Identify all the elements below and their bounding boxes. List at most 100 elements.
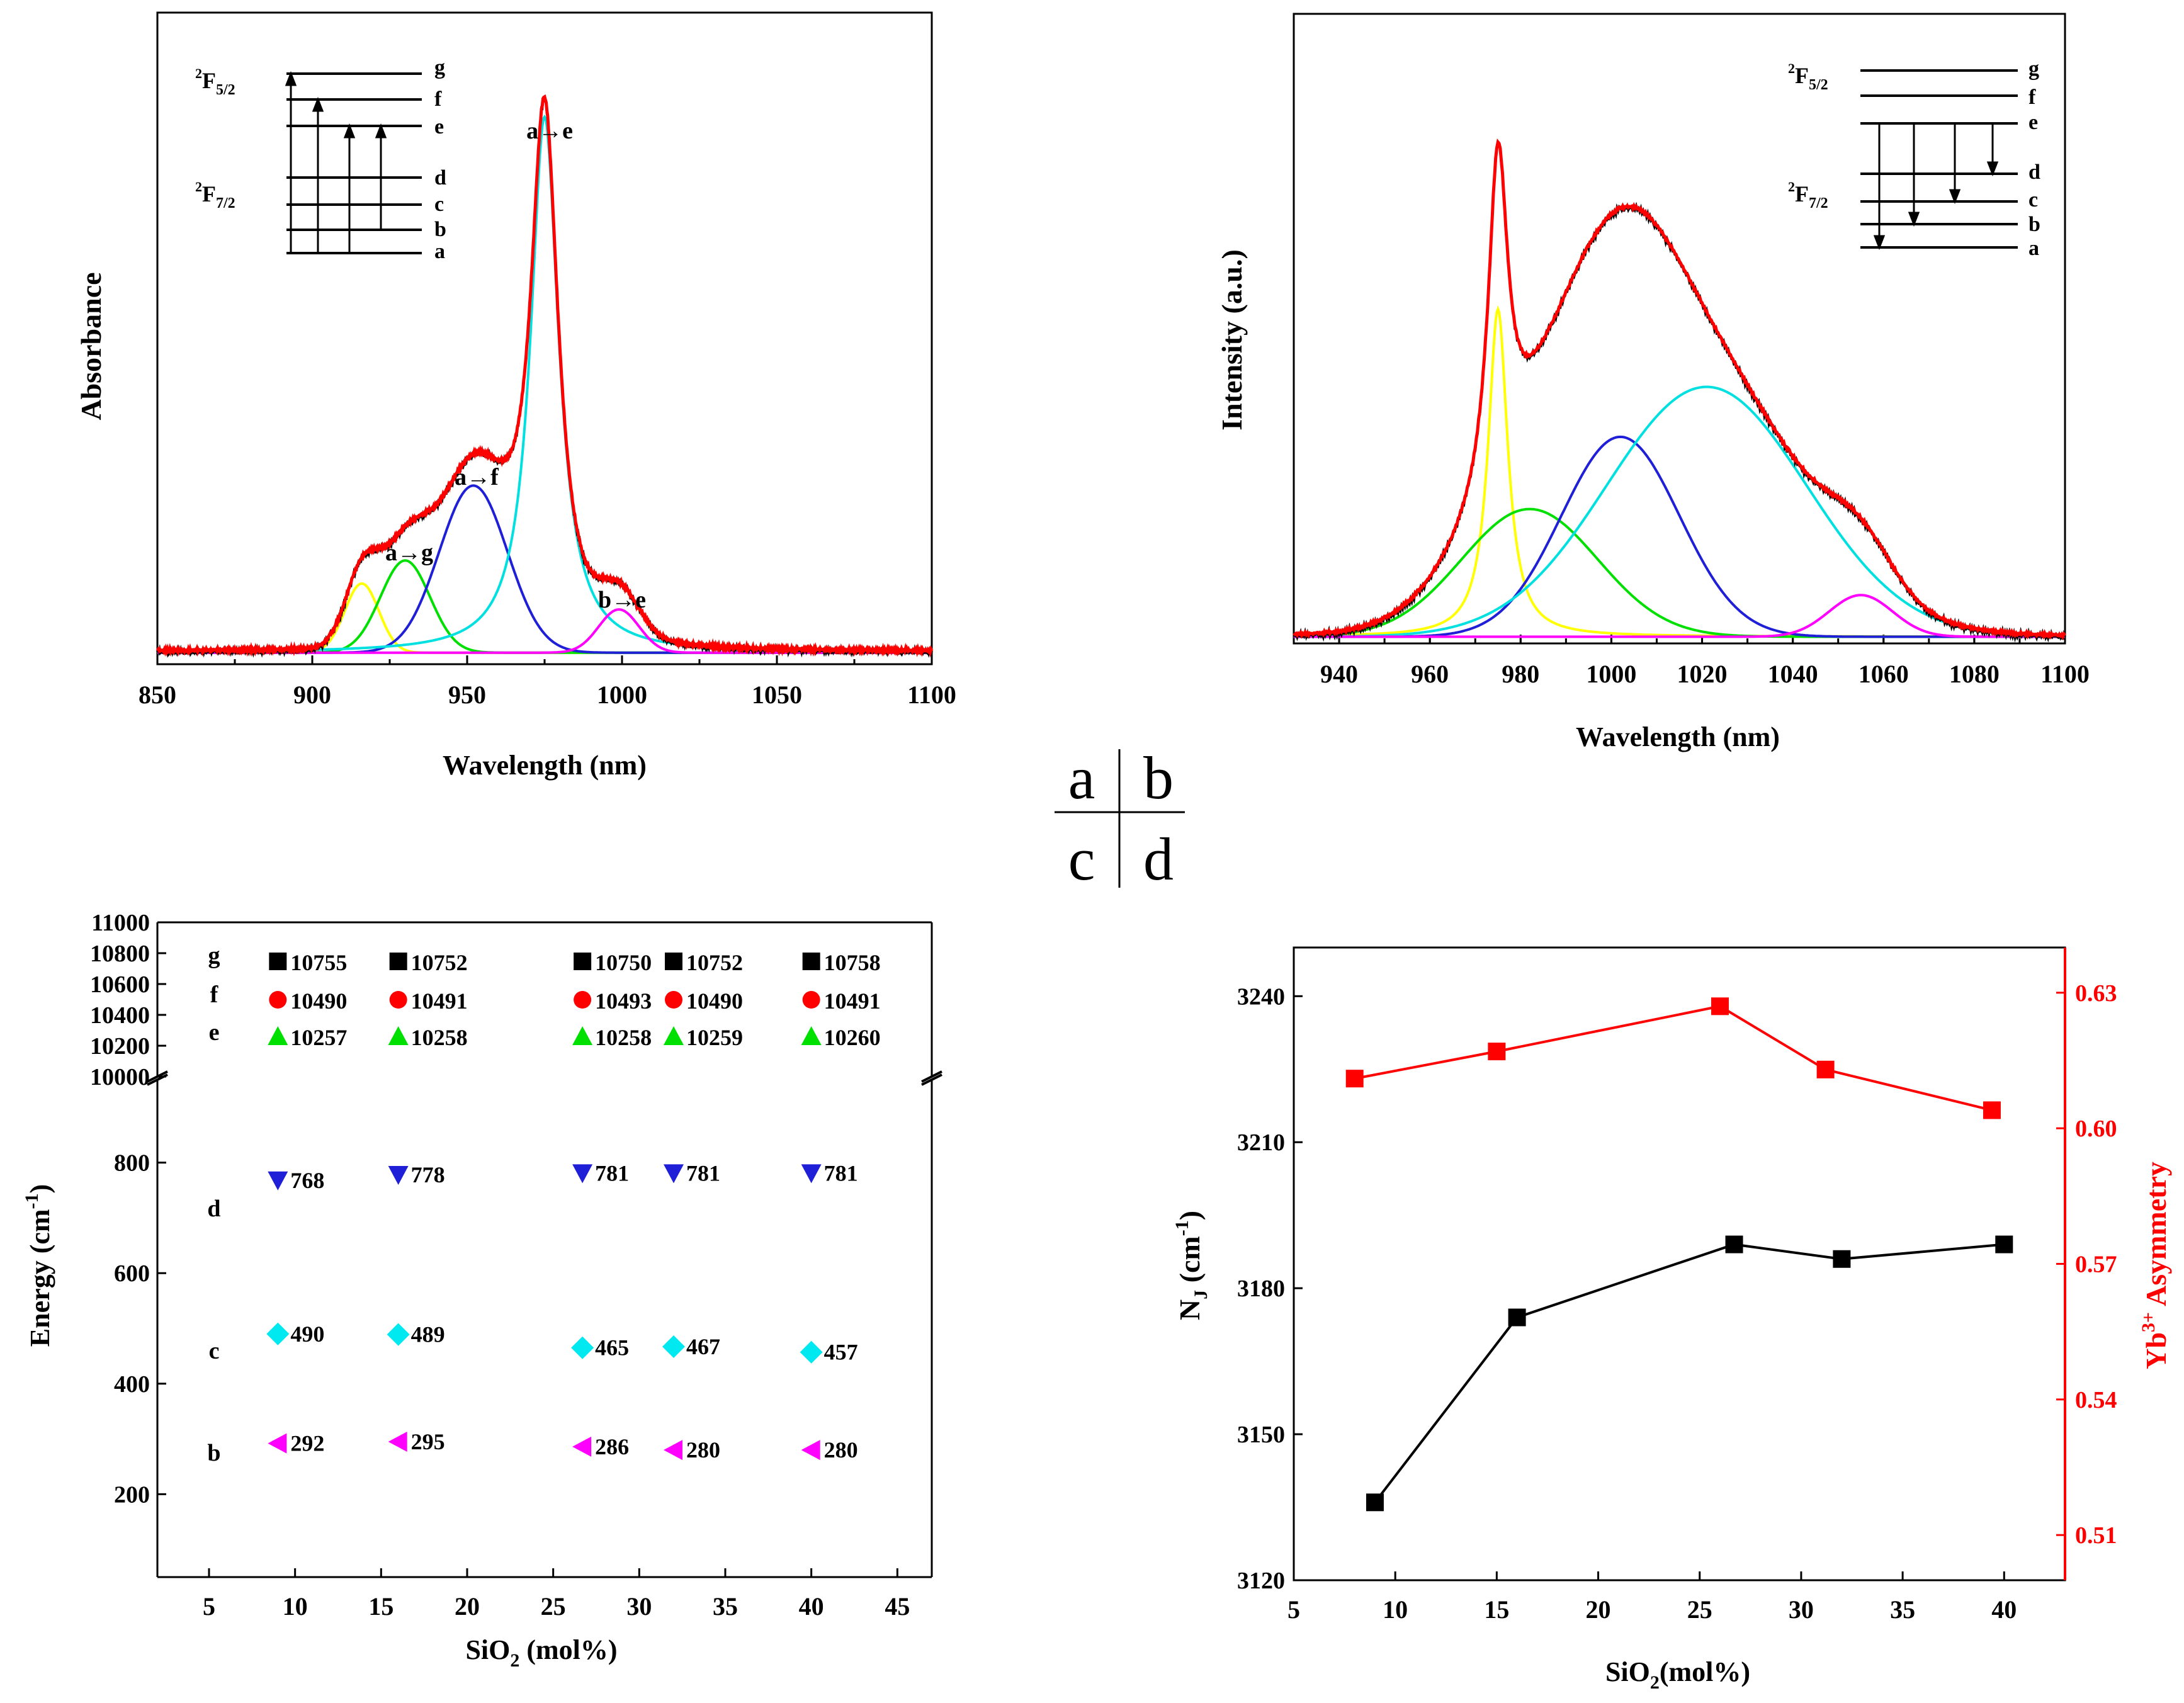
x-tick-label: 1020	[1677, 660, 1728, 688]
x-tick-label: 5	[203, 1592, 215, 1621]
panel-b-y-label: Intensity (a.u.)	[1216, 249, 1248, 431]
panel-c-level-g: g	[208, 942, 220, 969]
panel-d-x-label: SiO2(mol%)	[1605, 1656, 1750, 1693]
point-value-label: 467	[686, 1334, 720, 1359]
point-value-label: 286	[595, 1434, 629, 1459]
y-left-tick-label: 3240	[1237, 983, 1285, 1010]
marker-triangle-left	[664, 1440, 682, 1461]
annot-b-e: b→e	[598, 587, 646, 613]
marker-diamond	[387, 1323, 410, 1346]
x-tick-label: 1040	[1768, 660, 1818, 688]
point-value-label: 768	[290, 1168, 324, 1193]
component-curve-blue	[1294, 435, 2065, 638]
panel-b-frame	[1293, 13, 2066, 645]
series-point-nj	[1995, 1235, 2013, 1253]
panel-c-level-c: c	[209, 1338, 220, 1364]
arrow-head	[312, 96, 324, 112]
marker-triangle-left	[268, 1433, 287, 1454]
x-tick-label: 15	[1484, 1595, 1509, 1624]
series-point-asymmetry	[1488, 1043, 1506, 1061]
inset-b-level-f: f	[2028, 86, 2036, 109]
y-left-tick-label: 3210	[1237, 1129, 1285, 1156]
component-curve-cyan	[157, 115, 932, 653]
point-value-label: 280	[686, 1437, 720, 1463]
marker-diamond	[266, 1322, 290, 1345]
point-value-label: 10491	[824, 988, 881, 1014]
panel-c-level-b: b	[207, 1440, 220, 1466]
y-left-tick-label: 3180	[1237, 1276, 1285, 1302]
inset-a-level-g: g	[434, 56, 445, 79]
marker-square	[574, 953, 592, 970]
x-tick-label: 1080	[1949, 660, 2000, 688]
panel-a-y-label: Absorbance	[75, 272, 107, 420]
x-tick-label: 1100	[2040, 660, 2090, 688]
point-value-label: 10490	[290, 988, 347, 1014]
point-value-label: 280	[824, 1437, 858, 1463]
series-point-nj	[1833, 1250, 1851, 1268]
panel-d-y-label-left: NJ (cm-1)	[1172, 1211, 1211, 1320]
point-value-label: 781	[824, 1160, 858, 1185]
arrow-head	[343, 123, 356, 139]
x-tick-label: 940	[1320, 660, 1358, 688]
panel-b-x-ticks: 940 960 980 1000 1020 1040 1060 1080 1100	[1293, 635, 2090, 688]
panel-a-absorbance: 850 900 950 1000 1050 1100 Wavelength (nm) Ab…	[75, 11, 956, 781]
marker-square	[389, 953, 407, 970]
arrow-head	[1986, 161, 1999, 177]
x-tick-label: 960	[1411, 660, 1449, 688]
point-value-label: 10490	[686, 988, 743, 1014]
inset-a-level-d: d	[434, 166, 446, 190]
arrow-head	[375, 123, 387, 139]
series-point-asymmetry	[1983, 1101, 2001, 1119]
point-value-label: 10260	[824, 1025, 881, 1050]
panel-key: a b c d	[1055, 744, 1185, 893]
y-left-tick-label: 3120	[1237, 1568, 1285, 1594]
measured-curve	[1293, 139, 2066, 643]
y-tick-label: 10800	[90, 941, 150, 967]
x-tick-label: 950	[448, 681, 486, 709]
inset-a-level-a: a	[434, 240, 445, 263]
y-right-tick-label: 0.54	[2075, 1387, 2117, 1413]
inset-a-level-c: c	[434, 193, 444, 216]
inset-a-level-b: b	[434, 218, 446, 241]
marker-diamond	[662, 1335, 685, 1358]
panel-a-x-ticks: 850 900 950 1000 1050 1100	[139, 655, 956, 709]
panel-a-frame	[156, 11, 933, 665]
marker-square	[802, 953, 820, 970]
x-tick-label: 1000	[597, 681, 647, 709]
marker-triangle-down	[801, 1164, 822, 1184]
x-tick-label: 850	[139, 681, 176, 709]
point-value-label: 10750	[595, 950, 652, 975]
annot-a-f: a→f	[455, 464, 499, 490]
y-tick-label: 10200	[90, 1033, 150, 1060]
marker-circle	[389, 991, 407, 1009]
marker-triangle-left	[801, 1440, 820, 1461]
panel-key-a: a	[1068, 744, 1095, 812]
marker-triangle-down	[268, 1171, 288, 1191]
inset-b-level-e: e	[2028, 111, 2038, 134]
panel-c-level-d: d	[207, 1196, 220, 1222]
marker-triangle-down	[572, 1164, 593, 1184]
x-tick-label: 20	[1586, 1595, 1611, 1624]
point-value-label: 292	[290, 1431, 324, 1456]
series-line-nj	[1374, 1243, 2005, 1503]
point-value-label: 10755	[290, 950, 347, 975]
inset-b-term-lower: 2F7/2	[1788, 179, 1828, 212]
component-curve-yellow	[157, 582, 932, 654]
marker-diamond	[800, 1340, 823, 1364]
fit-curve	[156, 94, 934, 658]
x-tick-label: 40	[1991, 1595, 2017, 1624]
x-tick-label: 35	[1890, 1595, 1915, 1624]
panel-b-inset-level-lines	[1860, 69, 2018, 249]
series-point-asymmetry	[1345, 1070, 1364, 1088]
point-value-label: 10493	[595, 988, 652, 1014]
axis-break-mark	[921, 1073, 942, 1086]
panel-b-x-label: Wavelength (nm)	[1576, 721, 1780, 752]
marker-triangle-up	[268, 1026, 288, 1045]
series-point-asymmetry	[1711, 997, 1729, 1016]
panel-b-emission: 940 960 980 1000 1020 1040 1060 1080 1100 Wavele…	[1216, 13, 2090, 752]
series-point-asymmetry	[1816, 1060, 1835, 1078]
point-value-label: 781	[595, 1160, 629, 1185]
y-right-tick-label: 0.57	[2075, 1252, 2117, 1278]
marker-square	[269, 953, 287, 970]
